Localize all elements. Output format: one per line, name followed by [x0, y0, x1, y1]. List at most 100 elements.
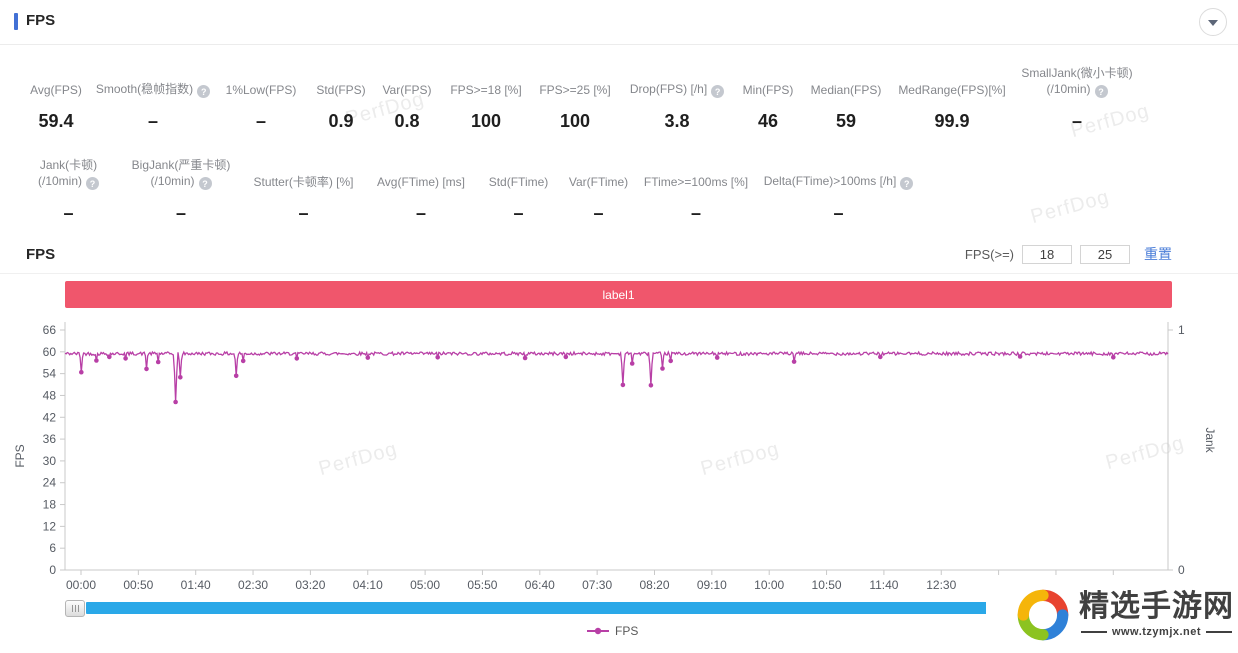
help-icon[interactable]: ? — [197, 85, 211, 98]
title-accent-bar — [14, 13, 18, 30]
stat-value: – — [147, 111, 158, 131]
stat-value: 100 — [559, 111, 591, 131]
fps-line-chart[interactable]: 0 6 12 18 24 30 36 42 48 54 60 66 0 1 00:00 00:50 01:40 0… — [0, 310, 1238, 600]
stats-row-1: Avg(FPS) 59.4 Smooth(稳帧指数)? – 1%Low(FPS) – Std… — [16, 64, 1138, 132]
help-icon[interactable]: ? — [900, 177, 914, 190]
svg-text:0: 0 — [49, 563, 56, 577]
stats-row-2: Jank(卡顿) (/10min)? – BigJank(严重卡顿) (/10min)?… — [16, 152, 921, 224]
legend-item-fps[interactable]: FPS — [586, 624, 638, 638]
svg-text:42: 42 — [43, 410, 57, 424]
reset-button[interactable]: 重置 — [1144, 246, 1172, 262]
stat-label: MedRange(FPS)[%] — [898, 83, 1006, 97]
stat-label: Avg(FPS) — [30, 83, 82, 97]
stat-label: FPS>=25 [%] — [539, 83, 611, 97]
svg-text:6: 6 — [49, 541, 56, 555]
stat-min-fps: Min(FPS) 46 — [732, 64, 804, 132]
stat-median-fps: Median(FPS) 59 — [804, 64, 888, 132]
svg-text:01:40: 01:40 — [181, 578, 211, 592]
stat-label: SmallJank(微小卡顿) (/10min)? — [1021, 65, 1133, 98]
help-icon[interactable]: ? — [198, 177, 212, 190]
chart-title: FPS — [26, 246, 56, 263]
fps-threshold-max-input[interactable] — [1080, 244, 1130, 264]
svg-text:36: 36 — [43, 432, 57, 446]
legend-label: FPS — [615, 624, 639, 638]
svg-text:06:40: 06:40 — [525, 578, 555, 592]
stat-fps-ge-25: FPS>=25 [%] 100 — [528, 64, 622, 132]
stat-label: BigJank(严重卡顿) (/10min)? — [131, 157, 231, 190]
section-divider — [0, 273, 1238, 274]
stat-label: Stutter(卡顿率) [%] — [253, 175, 354, 189]
svg-text:66: 66 — [43, 323, 57, 337]
stat-value: – — [593, 203, 604, 223]
stat-label: Median(FPS) — [810, 83, 882, 97]
stat-jank: Jank(卡顿) (/10min)? – — [16, 152, 121, 224]
header-divider — [0, 44, 1238, 45]
svg-text:FPS: FPS — [13, 444, 27, 467]
stat-label: FPS>=18 [%] — [450, 83, 522, 97]
help-icon[interactable]: ? — [1094, 85, 1108, 98]
stat-avg-ftime: Avg(FTime) [ms] – — [366, 152, 476, 224]
collapse-panel-button[interactable] — [1199, 8, 1227, 36]
stat-stutter: Stutter(卡顿率) [%] – — [241, 152, 366, 224]
stat-label: Drop(FPS) [/h]? — [630, 64, 725, 98]
svg-text:05:50: 05:50 — [467, 578, 497, 592]
stat-value: 59.4 — [38, 111, 74, 131]
svg-text:12: 12 — [43, 519, 57, 533]
stat-medrange-fps: MedRange(FPS)[%] 99.9 — [888, 64, 1016, 132]
stat-label: Var(FPS) — [382, 83, 432, 97]
svg-text:10:00: 10:00 — [754, 578, 784, 592]
scrollbar-track[interactable] — [86, 602, 1172, 614]
dash-left — [1080, 631, 1107, 633]
svg-text:30: 30 — [43, 454, 57, 468]
svg-text:03:20: 03:20 — [295, 578, 325, 592]
stat-label: Std(FTime) — [488, 175, 549, 189]
stat-low1: 1%Low(FPS) – — [210, 64, 312, 132]
stat-value: 99.9 — [934, 111, 970, 131]
stat-label: 1%Low(FPS) — [225, 83, 297, 97]
site-name: 精选手游网 — [1079, 590, 1234, 623]
stat-value: – — [415, 203, 426, 223]
svg-text:48: 48 — [43, 388, 57, 402]
stat-value: 59 — [835, 111, 857, 131]
stat-std-ftime: Std(FTime) – — [476, 152, 561, 224]
svg-text:0: 0 — [1178, 563, 1185, 577]
stat-std-fps: Std(FPS) 0.9 — [312, 64, 370, 132]
svg-text:54: 54 — [43, 367, 57, 381]
stat-var-ftime: Var(FTime) – — [561, 152, 636, 224]
site-badge: 精选手游网 www.tzymjx.net — [986, 576, 1238, 653]
stat-value: – — [298, 203, 309, 223]
stat-label: Min(FPS) — [742, 83, 794, 97]
stat-value: – — [513, 203, 524, 223]
svg-text:05:00: 05:00 — [410, 578, 440, 592]
stat-label: Jank(卡顿) (/10min)? — [37, 157, 99, 190]
svg-text:11:40: 11:40 — [869, 578, 898, 592]
stat-value: – — [175, 203, 186, 223]
page-title: FPS — [26, 12, 56, 29]
annotation-label-bar[interactable]: label1 — [65, 281, 1172, 308]
site-url: www.tzymjx.net — [1111, 626, 1202, 638]
scrollbar-handle[interactable] — [65, 600, 85, 617]
svg-text:08:20: 08:20 — [639, 578, 669, 592]
stat-value: – — [1071, 111, 1082, 131]
dash-right — [1206, 631, 1233, 633]
help-icon[interactable]: ? — [86, 177, 99, 190]
stat-label: FTime>=100ms [%] — [643, 175, 749, 189]
svg-text:10:50: 10:50 — [812, 578, 842, 592]
svg-text:00:00: 00:00 — [66, 578, 96, 592]
stat-value: 46 — [757, 111, 779, 131]
svg-text:1: 1 — [1178, 323, 1185, 337]
stat-value: 0.9 — [328, 111, 354, 131]
stat-label: Delta(FTime)>100ms [/h]? — [764, 152, 914, 190]
stat-label: Avg(FTime) [ms] — [376, 175, 465, 189]
fps-threshold-min-input[interactable] — [1022, 244, 1072, 264]
svg-text:07:30: 07:30 — [582, 578, 612, 592]
svg-text:04:10: 04:10 — [353, 578, 383, 592]
stat-ftime-ge-100: FTime>=100ms [%] – — [636, 152, 756, 224]
stat-value: – — [690, 203, 701, 223]
svg-text:09:10: 09:10 — [697, 578, 727, 592]
svg-text:12:30: 12:30 — [926, 578, 956, 592]
help-icon[interactable]: ? — [711, 85, 725, 98]
stat-fps-ge-18: FPS>=18 [%] 100 — [444, 64, 528, 132]
legend-line-marker-icon — [587, 627, 609, 635]
